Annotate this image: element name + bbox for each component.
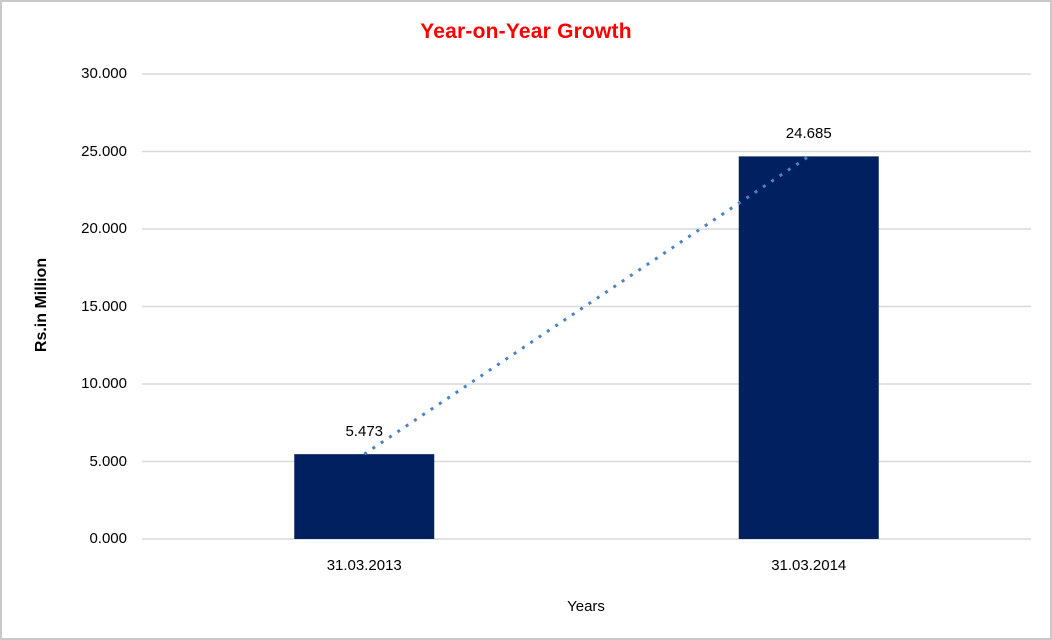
chart-title: Year-on-Year Growth xyxy=(420,20,632,43)
data-label: 24.685 xyxy=(785,125,832,143)
y-tick-label: 10.000 xyxy=(81,375,127,392)
y-tick-label: 25.000 xyxy=(81,142,127,160)
x-axis-title: Years xyxy=(567,598,605,615)
bar-31.03.2014[interactable] xyxy=(738,156,879,539)
y-tick-label: 15.000 xyxy=(81,297,127,315)
x-category-label: 31.03.2014 xyxy=(771,557,847,574)
data-label: 5.473 xyxy=(345,423,384,441)
bar-31.03.2013[interactable] xyxy=(294,454,435,539)
y-tick-label: 0.000 xyxy=(89,530,127,547)
x-category-label: 31.03.2013 xyxy=(326,557,402,574)
y-tick-label: 30.000 xyxy=(81,65,127,82)
y-tick-label: 5.000 xyxy=(89,452,127,470)
y-tick-label: 20.000 xyxy=(81,220,127,237)
